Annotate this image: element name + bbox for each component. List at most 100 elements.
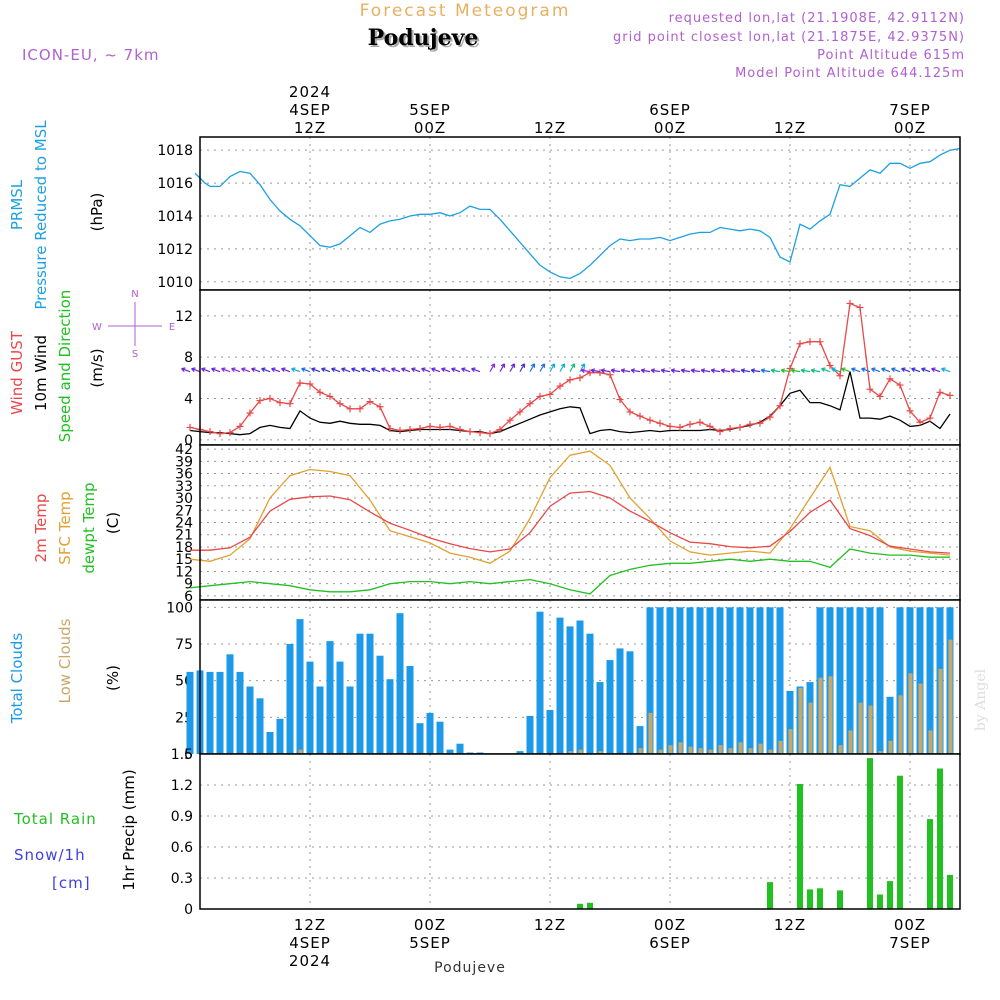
wind-arrow <box>499 363 506 372</box>
total-cloud-bar <box>326 641 334 754</box>
total-cloud-bar <box>716 607 724 754</box>
low-cloud-bar <box>678 742 683 754</box>
gust-marker <box>766 413 774 421</box>
rain-label: Total Rain <box>13 810 97 828</box>
wind-arrow <box>831 367 841 373</box>
wind-arrow <box>509 363 516 372</box>
gust-marker <box>556 382 564 390</box>
wind-arrow <box>650 368 661 374</box>
low-cloud-bar <box>878 751 883 754</box>
x-tick-top: 00Z <box>894 119 926 137</box>
total-cloud-bar <box>676 607 684 754</box>
total-cloud-bar <box>526 715 534 754</box>
rain-bar <box>897 775 903 909</box>
x-tick-bottom: 12Z <box>294 916 326 934</box>
x-tick-bottom: 2024 <box>289 952 331 970</box>
wind-arrow <box>211 367 221 373</box>
precip-label: 1hr Precip (mm) <box>120 769 138 890</box>
x-tick-bottom: 00Z <box>654 916 686 934</box>
gust-marker <box>566 376 574 384</box>
wind-arrow <box>569 363 576 372</box>
y-tick-label: 75 <box>175 637 193 653</box>
y-tick-label: 18 <box>175 540 193 556</box>
gust-marker <box>356 405 364 413</box>
rain-bar <box>807 889 813 909</box>
gust-marker <box>596 369 604 377</box>
compass-w: W <box>92 322 102 333</box>
wind-arrow <box>281 367 291 373</box>
point-altitude: Point Altitude 615m <box>817 48 965 63</box>
gust-marker <box>536 392 544 400</box>
y-tick-label: 6 <box>184 589 193 605</box>
gust-marker <box>616 396 624 404</box>
low-cloud-bar <box>848 730 853 754</box>
credit-watermark: by Angel <box>973 668 989 731</box>
total-cloud-bar <box>586 633 594 754</box>
gust-marker <box>426 422 434 430</box>
gust-marker <box>626 408 634 416</box>
gust-marker <box>456 426 464 433</box>
wind-arrow <box>871 367 881 373</box>
total-cloud-bar <box>856 607 864 754</box>
low-cloud-bar <box>708 749 713 754</box>
total-cloud-bar <box>756 607 764 754</box>
y-tick-label: 39 <box>175 454 193 470</box>
compass-s: S <box>132 349 138 360</box>
low-cloud-bar <box>788 729 793 754</box>
low-cloud-bar <box>798 688 803 754</box>
y-tick-label: 33 <box>175 479 193 495</box>
total-cloud-bar <box>226 654 234 754</box>
gust-marker <box>246 409 254 417</box>
gust-marker <box>446 422 454 430</box>
total-cloud-bar <box>336 661 344 754</box>
wind-arrow <box>251 367 261 373</box>
total-cloud-bar <box>296 619 304 754</box>
rain-bar <box>887 881 893 909</box>
gust-marker <box>316 388 324 396</box>
total-cloud-bar <box>896 607 904 754</box>
pressure-panel: 1010 1012 1014 1016 1018 <box>157 136 961 291</box>
header: Forecast Meteogram Podujeve Podujeve ICO… <box>22 1 989 976</box>
wind-arrow <box>489 363 496 372</box>
wind-arrow <box>529 363 536 372</box>
total-cloud-bar <box>546 710 554 754</box>
gust-marker <box>416 424 424 432</box>
wind-arrow <box>690 368 701 374</box>
gust-marker <box>206 428 214 436</box>
total-cloud-bar <box>866 607 874 754</box>
wind-arrow <box>391 367 401 373</box>
temp2m-line <box>190 490 951 554</box>
low-cloud-bar <box>918 683 923 754</box>
low-cloud-bar <box>688 746 693 754</box>
total-cloud-bar <box>436 721 444 754</box>
gust-marker <box>296 379 304 387</box>
total-cloud-bar <box>376 655 384 754</box>
total-cloud-bar <box>746 607 754 754</box>
low-cloud-bar <box>668 745 673 754</box>
title-shadow: Podujeve <box>370 27 481 53</box>
y-tick-label: 1012 <box>157 242 193 258</box>
total-cloud-bar <box>616 648 624 754</box>
x-tick-top: 4SEP <box>289 101 331 119</box>
total-cloud-bar <box>206 671 214 754</box>
wind-arrow <box>600 368 611 374</box>
temp2m-label: 2m Temp <box>32 494 50 563</box>
gust-marker <box>646 416 654 424</box>
gust-marker <box>716 428 724 436</box>
wind-arrow <box>610 368 621 374</box>
rain-bar <box>577 903 583 909</box>
y-tick-label: 1016 <box>157 176 193 192</box>
gust-marker <box>656 419 664 427</box>
gust-marker <box>786 365 794 373</box>
y-tick-label: 0 <box>184 902 193 918</box>
gust-marker <box>496 426 504 433</box>
x-tick-top: 00Z <box>654 119 686 137</box>
y-tick-label: 0.6 <box>171 840 193 856</box>
wind-arrow <box>321 367 331 373</box>
y-tick-label: 12 <box>175 564 193 580</box>
x-tick-top: 12Z <box>294 119 326 137</box>
rain-bar <box>927 819 933 909</box>
total-cloud-bar <box>256 698 264 754</box>
wind-arrow <box>800 368 811 374</box>
total-cloud-bar <box>696 607 704 754</box>
